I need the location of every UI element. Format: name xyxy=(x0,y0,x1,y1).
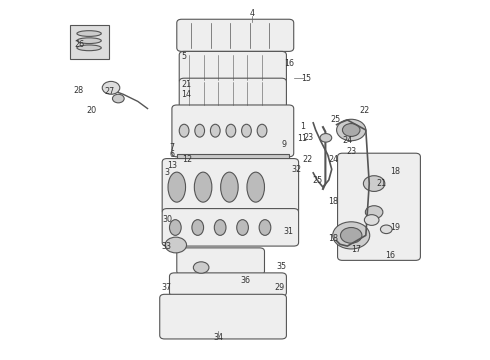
Text: 25: 25 xyxy=(312,176,322,185)
Text: 29: 29 xyxy=(274,283,284,292)
Text: 3: 3 xyxy=(165,168,170,177)
Text: 7: 7 xyxy=(170,143,174,152)
Ellipse shape xyxy=(226,124,236,137)
FancyBboxPatch shape xyxy=(179,51,287,84)
Ellipse shape xyxy=(195,172,212,202)
Ellipse shape xyxy=(192,220,203,235)
Text: 1: 1 xyxy=(300,122,305,131)
Text: 5: 5 xyxy=(181,52,187,61)
FancyBboxPatch shape xyxy=(162,208,298,246)
Text: 32: 32 xyxy=(291,165,301,174)
Ellipse shape xyxy=(365,215,379,225)
Ellipse shape xyxy=(333,222,370,249)
Text: 24: 24 xyxy=(342,136,352,145)
Text: 18: 18 xyxy=(390,167,400,176)
Ellipse shape xyxy=(77,31,101,36)
Ellipse shape xyxy=(165,237,187,253)
FancyBboxPatch shape xyxy=(179,78,287,109)
Ellipse shape xyxy=(102,81,120,94)
Text: 14: 14 xyxy=(181,90,192,99)
Ellipse shape xyxy=(343,123,360,136)
Ellipse shape xyxy=(214,220,226,235)
FancyBboxPatch shape xyxy=(338,153,420,260)
Text: 20: 20 xyxy=(86,106,97,115)
FancyBboxPatch shape xyxy=(177,248,265,275)
Text: 31: 31 xyxy=(284,227,294,236)
Text: 11: 11 xyxy=(297,134,308,143)
Ellipse shape xyxy=(113,94,124,103)
Text: 27: 27 xyxy=(104,87,115,96)
Ellipse shape xyxy=(237,220,248,235)
Ellipse shape xyxy=(380,225,392,234)
Ellipse shape xyxy=(259,220,271,235)
Text: 28: 28 xyxy=(74,86,83,95)
Text: 16: 16 xyxy=(284,59,294,68)
Ellipse shape xyxy=(366,206,383,219)
Text: 30: 30 xyxy=(162,215,172,224)
Text: 9: 9 xyxy=(281,140,287,149)
Ellipse shape xyxy=(364,176,385,192)
FancyBboxPatch shape xyxy=(160,294,287,339)
Ellipse shape xyxy=(247,172,265,202)
Text: 22: 22 xyxy=(359,106,369,115)
Text: 18: 18 xyxy=(328,234,338,243)
Ellipse shape xyxy=(220,172,238,202)
Text: 12: 12 xyxy=(182,155,193,164)
Text: 22: 22 xyxy=(302,155,313,164)
Text: 37: 37 xyxy=(161,283,171,292)
FancyBboxPatch shape xyxy=(177,19,294,51)
Text: 21: 21 xyxy=(181,80,192,89)
FancyBboxPatch shape xyxy=(162,158,298,214)
Text: 35: 35 xyxy=(276,262,287,271)
Bar xyxy=(70,24,109,59)
Ellipse shape xyxy=(257,124,267,137)
Text: 24: 24 xyxy=(329,155,339,164)
Text: 19: 19 xyxy=(390,222,400,231)
Ellipse shape xyxy=(320,134,332,142)
Text: 13: 13 xyxy=(167,161,177,170)
Ellipse shape xyxy=(242,124,251,137)
Ellipse shape xyxy=(210,124,220,137)
Ellipse shape xyxy=(337,119,366,141)
Text: 18: 18 xyxy=(328,197,338,206)
FancyBboxPatch shape xyxy=(170,273,287,296)
Ellipse shape xyxy=(170,220,181,235)
Ellipse shape xyxy=(195,124,204,137)
Text: 15: 15 xyxy=(301,74,311,83)
Ellipse shape xyxy=(77,38,101,44)
Text: 36: 36 xyxy=(240,275,250,284)
Ellipse shape xyxy=(341,228,362,243)
Bar xyxy=(177,154,289,160)
Text: 33: 33 xyxy=(161,242,171,251)
Text: 23: 23 xyxy=(346,147,356,156)
Text: 23: 23 xyxy=(303,133,314,142)
Ellipse shape xyxy=(77,45,101,51)
Ellipse shape xyxy=(194,262,209,273)
Text: 26: 26 xyxy=(74,40,84,49)
Text: 16: 16 xyxy=(385,251,395,260)
Ellipse shape xyxy=(168,172,186,202)
Text: 6: 6 xyxy=(170,150,174,159)
Text: 34: 34 xyxy=(213,333,223,342)
Text: 25: 25 xyxy=(330,116,340,125)
Ellipse shape xyxy=(179,124,189,137)
Text: 17: 17 xyxy=(351,245,361,254)
Text: 21: 21 xyxy=(376,179,387,188)
FancyBboxPatch shape xyxy=(172,105,294,157)
Text: 4: 4 xyxy=(250,9,255,18)
